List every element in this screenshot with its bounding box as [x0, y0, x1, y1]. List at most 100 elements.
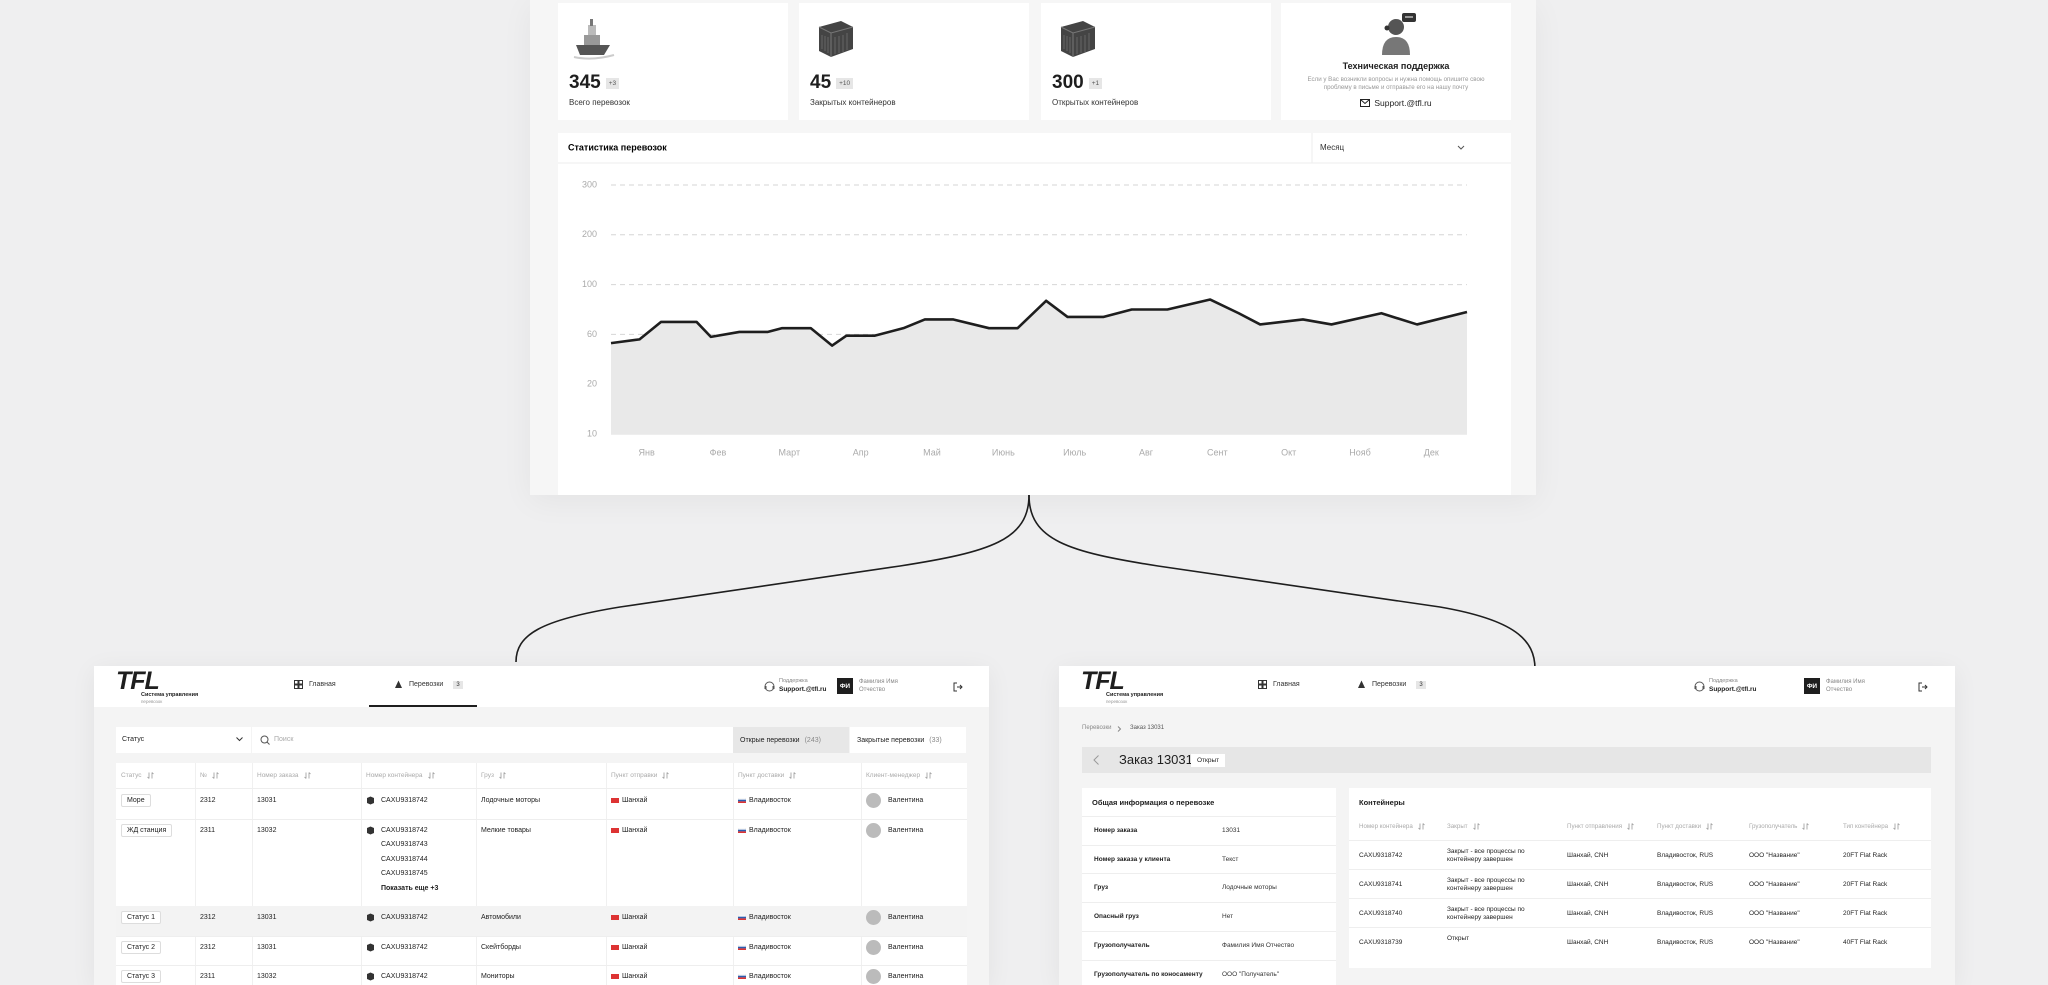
status-chip: Статус 2: [121, 940, 161, 954]
period-select[interactable]: Месяц: [1320, 143, 1345, 152]
container-cell: CAXU9318741: [1359, 881, 1403, 888]
rect-shape: [294, 684, 299, 689]
rect-shape: [738, 918, 746, 920]
stat-card: 300 +1 Открытых контейнеров: [1041, 3, 1271, 120]
nav-item[interactable]: Перевозки 3: [394, 680, 463, 689]
nav-item[interactable]: Главная: [294, 680, 336, 689]
container-cell: ООО "Название": [1749, 881, 1800, 888]
table-row[interactable]: Статус 3 2311 13032 CAXU9318742 Мониторы Шанх…: [116, 965, 967, 985]
column-divider: [606, 763, 607, 985]
table-row[interactable]: Статус 1 2312 13031 CAXU9318742 Автомобили Ша…: [116, 906, 967, 937]
path-shape: [662, 772, 670, 779]
flag-ru: [738, 915, 746, 920]
column-header-label: Пункт доставки: [1657, 823, 1702, 830]
breadcrumb-item[interactable]: Перевозки: [1082, 725, 1112, 731]
show-more[interactable]: Показать еще +3: [381, 884, 439, 892]
column-header[interactable]: Пункт отправки: [611, 772, 670, 779]
column-header-label: Груз: [481, 772, 494, 779]
x-tick-label: Июнь: [992, 447, 1015, 457]
container-cell: 20FT Flat Rack: [1843, 881, 1888, 888]
column-header-label: Номер контейнера: [366, 772, 423, 779]
rect-shape: [738, 798, 746, 800]
container-row[interactable]: CAXU9318742 Закрыт - все процессы по конт…: [1349, 840, 1931, 870]
column-divider: [195, 763, 196, 985]
nav-label: Главная: [309, 681, 336, 688]
x-tick-label: Авг: [1139, 447, 1154, 457]
column-header-label: Клиент-менеджер: [866, 772, 921, 779]
support-email[interactable]: Support.@tfl.ru: [779, 686, 827, 693]
x-tick-label: Фев: [710, 447, 727, 457]
table-row[interactable]: ЖД станция 2311 13032 CAXU9318742 CAXU931874…: [116, 819, 967, 907]
nav-item[interactable]: Перевозки 3: [1357, 680, 1426, 689]
path-shape: [1093, 755, 1099, 765]
status-chip: ЖД станция: [121, 823, 173, 837]
destination: Владивосток: [749, 826, 791, 834]
column-header[interactable]: Груз: [481, 772, 506, 779]
info-row: Номер заказа у клиента Текст: [1082, 844, 1336, 875]
user-name: Фамилия Имя Отчество: [1826, 679, 1865, 693]
column-header[interactable]: Пункт доставки: [738, 772, 797, 779]
rect-shape: [738, 975, 746, 978]
column-header[interactable]: №: [200, 772, 219, 779]
containers-card: Контейнеры Номер контейнера Закрыт Пункт от…: [1349, 788, 1931, 968]
rect-shape: [1262, 680, 1267, 685]
status-badge: Открыт: [1191, 754, 1226, 767]
stat-icon: [573, 19, 615, 60]
column-header[interactable]: Номер контейнера: [366, 772, 435, 779]
column-header[interactable]: Грузополучатель: [1749, 823, 1810, 830]
column-header[interactable]: Закрыт: [1447, 823, 1480, 830]
path-shape: [367, 796, 374, 805]
container-cell: Открыт: [1447, 935, 1470, 942]
sort-icon: [1627, 823, 1634, 830]
status-chip: Море: [121, 794, 151, 807]
container-number: CAXU9318745: [381, 870, 428, 877]
column-header[interactable]: Тип контейнера: [1843, 823, 1900, 830]
logout-icon: [1918, 682, 1928, 692]
column-header[interactable]: Номер контейнера: [1359, 823, 1425, 830]
flag-cn: [611, 944, 619, 950]
container-row[interactable]: CAXU9318741 Закрыт - все процессы по конт…: [1349, 869, 1931, 899]
y-tick-label: 100: [582, 279, 597, 289]
rect-shape: [738, 977, 746, 979]
origin: Шанхай: [622, 943, 648, 951]
stat-delta: +10: [836, 77, 854, 89]
info-label: Опасный груз: [1094, 913, 1139, 921]
tab[interactable]: Открые перевозки (243): [733, 727, 849, 753]
stat-label: Открытых контейнеров: [1052, 98, 1139, 107]
container-row[interactable]: CAXU9318740 Закрыт - все процессы по конт…: [1349, 898, 1931, 928]
manager-avatar: [866, 910, 881, 925]
path-shape: [953, 682, 957, 692]
info-label: Грузополучатель по коносаменту: [1094, 970, 1203, 978]
path-shape: [367, 972, 374, 981]
order-number: 13032: [257, 826, 277, 834]
support-email[interactable]: Support.@tfl.ru: [1709, 686, 1757, 693]
container-row[interactable]: CAXU9318739 Открыт Шанхай, CNH Владивосток,…: [1349, 927, 1931, 957]
container-cell: Шанхай, CNH: [1567, 852, 1609, 859]
container-cell: ООО "Название": [1749, 852, 1800, 859]
column-header[interactable]: Пункт доставки: [1657, 823, 1713, 830]
rect-shape: [584, 35, 600, 45]
destination: Владивосток: [749, 797, 791, 804]
container-icon: [367, 972, 374, 981]
nav-item[interactable]: Главная: [1258, 680, 1300, 689]
manager-avatar: [866, 969, 881, 984]
status-select-label: Статус: [122, 736, 145, 743]
table-row[interactable]: Статус 2 2312 13031 CAXU9318742 Скейтборды Ша…: [116, 936, 967, 966]
detail-screen: TFL Система управления перевозок Главная Пер…: [1059, 666, 1955, 985]
column-header[interactable]: Клиент-менеджер: [866, 772, 932, 779]
column-header[interactable]: Номер заказа: [257, 772, 311, 779]
rect-shape: [738, 799, 746, 802]
tab[interactable]: Закрытые перевозки (33): [850, 727, 966, 753]
breadcrumb-separator: [1117, 726, 1122, 732]
support-email[interactable]: Support.@tfl.ru: [1374, 98, 1432, 108]
manager: Валентина: [888, 943, 924, 951]
manager: Валентина: [888, 914, 924, 921]
column-header[interactable]: Пункт отправления: [1567, 823, 1634, 830]
path-shape: [821, 35, 829, 53]
table-row[interactable]: Море 2312 13031 CAXU9318742 Лодочные моторы Ш…: [116, 789, 967, 820]
column-header[interactable]: Статус: [121, 772, 154, 779]
flag-cn: [611, 827, 619, 833]
status-select[interactable]: Статус: [116, 727, 251, 753]
search-input[interactable]: Поиск: [252, 727, 733, 753]
path-shape: [499, 772, 506, 779]
